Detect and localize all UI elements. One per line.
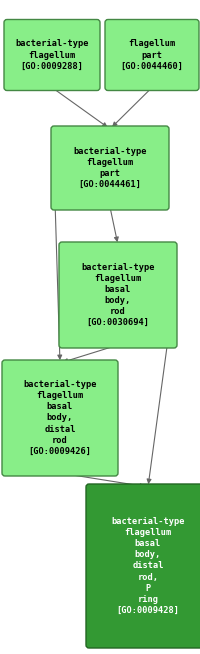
Text: flagellum
part
[GO:0044460]: flagellum part [GO:0044460] xyxy=(120,39,183,71)
Text: bacterial-type
flagellum
basal
body,
distal
rod,
P
ring
[GO:0009428]: bacterial-type flagellum basal body, dis… xyxy=(111,517,184,615)
FancyBboxPatch shape xyxy=(4,20,100,90)
Text: bacterial-type
flagellum
part
[GO:0044461]: bacterial-type flagellum part [GO:004446… xyxy=(73,147,146,189)
FancyBboxPatch shape xyxy=(51,126,168,210)
Text: bacterial-type
flagellum
[GO:0009288]: bacterial-type flagellum [GO:0009288] xyxy=(15,39,88,71)
FancyBboxPatch shape xyxy=(86,484,200,648)
FancyBboxPatch shape xyxy=(59,242,176,348)
Text: bacterial-type
flagellum
basal
body,
rod
[GO:0030694]: bacterial-type flagellum basal body, rod… xyxy=(81,263,154,327)
FancyBboxPatch shape xyxy=(2,360,117,476)
FancyBboxPatch shape xyxy=(104,20,198,90)
Text: bacterial-type
flagellum
basal
body,
distal
rod
[GO:0009426]: bacterial-type flagellum basal body, dis… xyxy=(23,380,96,456)
